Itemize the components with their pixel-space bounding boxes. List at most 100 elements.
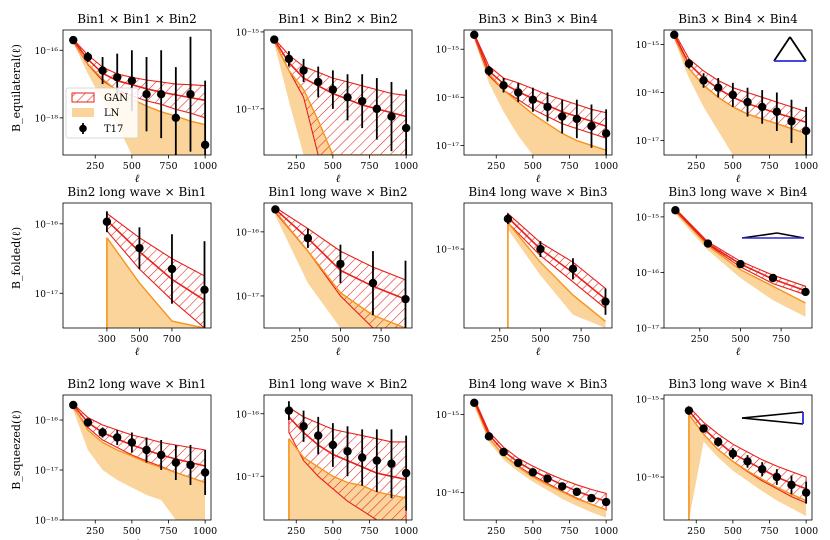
- y-tick-label: 10⁻¹⁷: [236, 292, 260, 302]
- t17-point: [670, 30, 679, 40]
- t17-point: [113, 433, 122, 442]
- t17-point: [536, 244, 545, 254]
- x-tick-label: 500: [331, 334, 349, 345]
- plot-area: [684, 405, 811, 520]
- t17-point: [728, 90, 738, 100]
- x-tick-label: 250: [487, 526, 505, 537]
- axes-frame: [463, 394, 613, 521]
- equilateral-triangle-icon: [773, 36, 807, 62]
- t17-point: [572, 487, 582, 497]
- gan-mean-line: [273, 39, 407, 118]
- t17-point: [270, 35, 279, 44]
- x-tick-label: 750: [760, 161, 778, 172]
- t17-point: [69, 35, 78, 45]
- t17-point: [271, 205, 280, 214]
- t17-point: [470, 398, 479, 408]
- panel-r2c4: 250 500 750 10⁻¹⁵ 10⁻¹⁶ 10⁻¹⁷ Bin3 long wave ×…: [636, 185, 813, 358]
- ln-band: [106, 237, 205, 328]
- x-tick-label: 500: [724, 526, 742, 537]
- panel-r2c2: 250 500 750 10⁻¹⁶ 10⁻¹⁷ Bin1 long wave × Bin2…: [236, 185, 413, 358]
- t17-point: [387, 459, 396, 468]
- x-tick-label: 1000: [193, 161, 217, 172]
- t17-point: [328, 440, 338, 450]
- legend-ln-swatch: [72, 108, 94, 117]
- x-tick-label: 500: [324, 161, 342, 172]
- panel-r1c3: 250 500 750 1000 10⁻¹⁵ 10⁻¹⁶ 10⁻¹⁷ Bin3 × Bin3 …: [436, 12, 619, 185]
- t17-point: [368, 278, 378, 288]
- y-tick-label: 10⁻¹⁸: [35, 517, 59, 527]
- t17-point: [83, 52, 93, 62]
- t17-point: [801, 488, 811, 497]
- x-tick-label: 750: [372, 334, 390, 345]
- x-axis-label: ℓ: [135, 537, 140, 540]
- legend-ln-label: LN: [104, 108, 120, 119]
- t17-point: [171, 458, 181, 467]
- panel-title: Bin3 × Bin3 × Bin4: [478, 12, 598, 26]
- ln-mean-line: [473, 402, 607, 511]
- t17-point: [768, 273, 778, 283]
- t17-point: [587, 493, 596, 503]
- t17-point: [156, 450, 166, 460]
- t17-point: [684, 59, 694, 68]
- plot-area: [670, 30, 811, 155]
- axes-frame: [263, 394, 413, 521]
- panel-r3c4: 250 500 750 1000 10⁻¹⁵ 10⁻¹⁶ Bin3 long wave × …: [636, 377, 819, 540]
- x-tick-label: 250: [487, 161, 505, 172]
- y-tick-label: 10⁻¹⁵: [236, 28, 260, 38]
- t17-point: [69, 400, 78, 410]
- t17-point: [142, 89, 151, 99]
- y-tick-label: 10⁻¹⁷: [35, 467, 59, 477]
- ln-band: [675, 211, 806, 317]
- t17-point: [699, 76, 708, 85]
- ln-band: [474, 402, 607, 518]
- gan-mean-line: [674, 209, 806, 292]
- t17-point: [743, 457, 752, 466]
- t17-point: [543, 102, 552, 112]
- y-tick-label: 10⁻¹⁶: [436, 94, 460, 104]
- t17-point: [98, 428, 107, 437]
- t17-point: [336, 259, 345, 269]
- x-tick-label: 1000: [594, 526, 618, 537]
- t17-point: [499, 447, 508, 457]
- axes-frame: [463, 29, 613, 156]
- gan-mean-line: [473, 400, 607, 502]
- ln-mean-line: [273, 40, 407, 155]
- x-axis-label: ℓ: [536, 172, 541, 185]
- t17-point: [328, 85, 338, 94]
- x-tick-label: 300: [98, 334, 116, 345]
- row-ylabels: B_equilateral(ℓ) B_folded(ℓ) B_squeezed(…: [10, 44, 23, 490]
- t17-point: [200, 285, 209, 295]
- legend-gan-swatch: [71, 92, 95, 103]
- t17-point: [156, 89, 166, 99]
- ln-band: [73, 406, 206, 520]
- x-tick-label: 500: [731, 334, 749, 345]
- y-tick-label: 10⁻¹⁷: [636, 325, 660, 335]
- axes-frame: [62, 29, 212, 156]
- t17-point: [83, 418, 93, 427]
- x-tick-label: 500: [524, 161, 542, 172]
- t17-point: [714, 83, 723, 92]
- axes-frame: [263, 202, 413, 329]
- x-tick-label: 750: [772, 334, 790, 345]
- y-tick-label: 10⁻¹⁷: [436, 142, 460, 152]
- gan-band: [674, 207, 807, 296]
- y-tick-label: 10⁻¹⁸: [35, 114, 59, 124]
- t17-point: [142, 445, 151, 455]
- t17-point: [387, 112, 396, 121]
- ln-mean-line: [673, 35, 807, 135]
- x-tick-label: 750: [572, 334, 590, 345]
- axes-frame: [62, 202, 212, 329]
- t17-point: [601, 497, 611, 507]
- y-tick-label: 10⁻¹⁶: [436, 246, 460, 256]
- y-tick-label: 10⁻¹⁶: [35, 47, 59, 57]
- x-tick-label: 500: [123, 526, 141, 537]
- ln-band: [73, 40, 206, 155]
- y-tick-label: 10⁻¹⁷: [35, 290, 59, 300]
- t17-point: [703, 239, 713, 248]
- x-axis-label: ℓ: [536, 345, 541, 358]
- axes-frame: [663, 202, 813, 329]
- y-tick-label: 10⁻¹⁶: [35, 417, 59, 427]
- t17-point: [98, 66, 107, 75]
- gan-mean-line: [473, 34, 607, 127]
- x-tick-label: 750: [360, 161, 378, 172]
